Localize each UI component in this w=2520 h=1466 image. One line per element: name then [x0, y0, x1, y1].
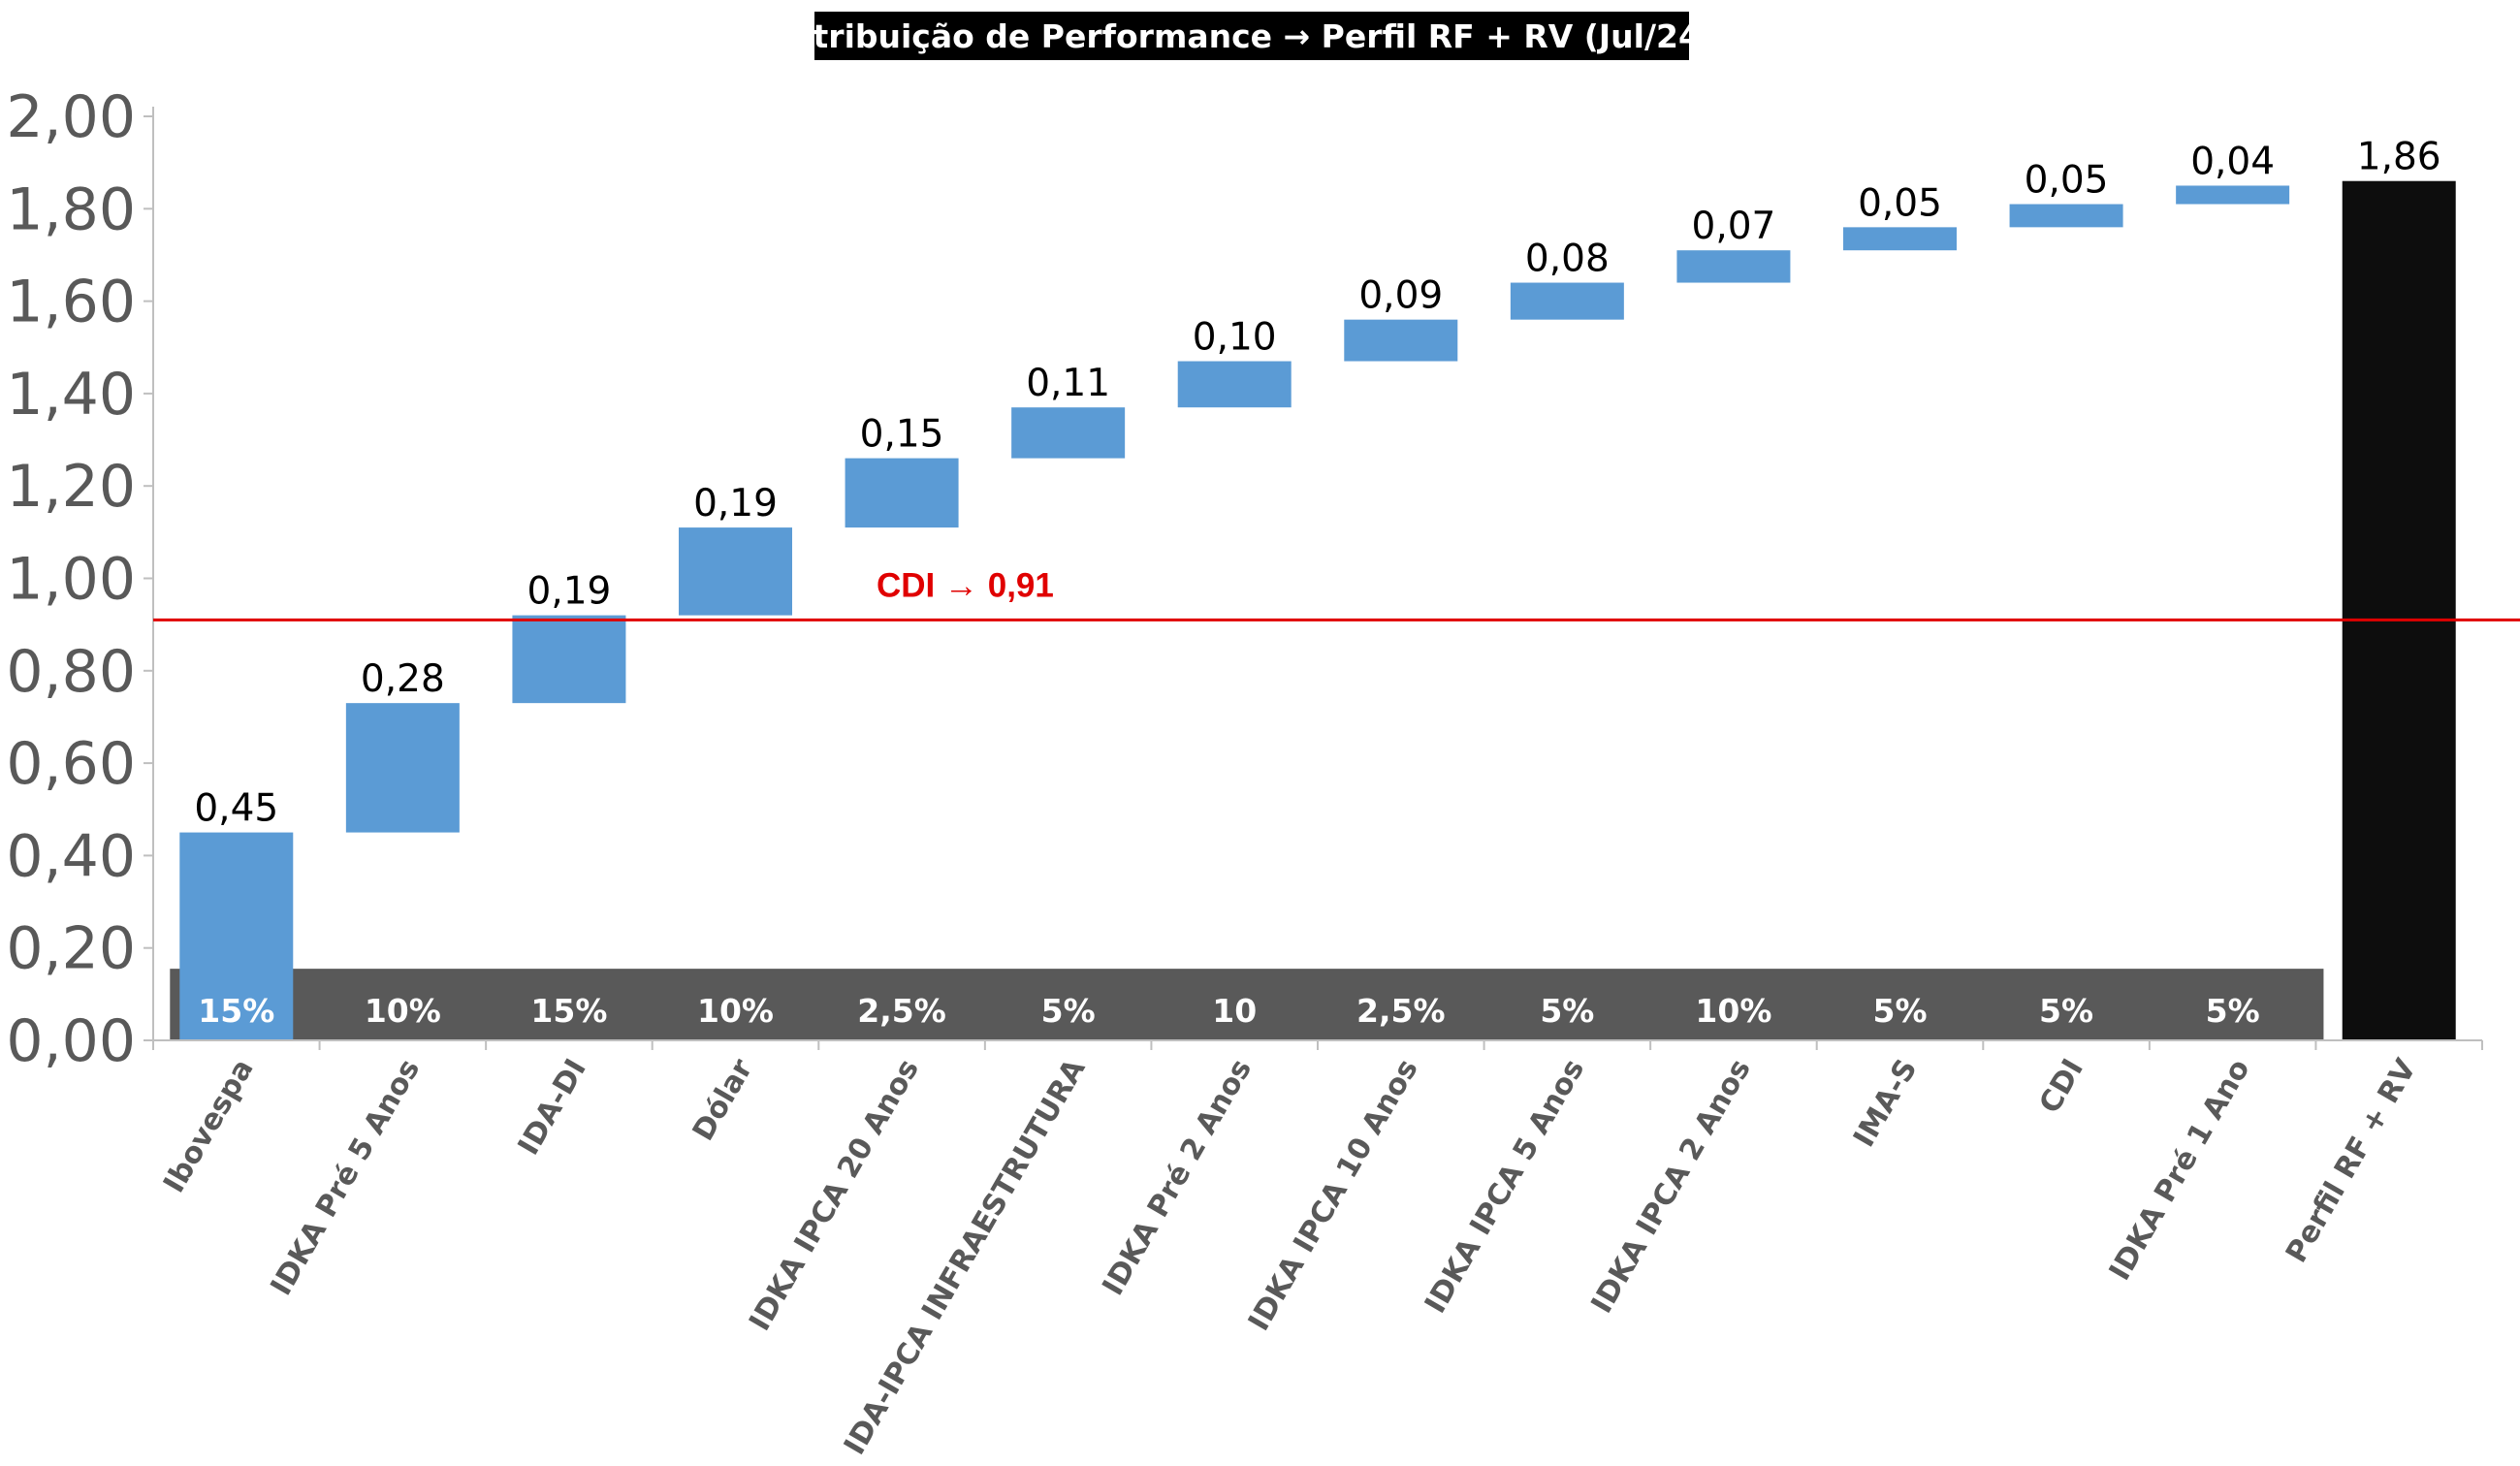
- x-tick-label: Perfil RF + RV: [2280, 1053, 2424, 1269]
- weight-labels: 15% 10% 15% 10% 2,5% 5% 10 2,5% 5% 10% 5% 5% 5%: [198, 992, 2259, 1030]
- increment-bar: [845, 458, 959, 528]
- y-tick-label: 1,40: [6, 361, 136, 429]
- x-tick-label: IDKA Pré 5 Anos: [265, 1054, 428, 1302]
- weight-label: 5%: [2039, 992, 2093, 1030]
- data-label: 0,09: [1358, 274, 1443, 318]
- y-tick-label: 1,00: [6, 546, 136, 614]
- cdi-reference-label: CDI → 0,91: [877, 566, 1054, 604]
- data-label: 0,05: [2025, 159, 2109, 203]
- total-bar: [2342, 180, 2456, 1040]
- data-label: 0,11: [1026, 362, 1110, 405]
- x-tick-label: IDA-DI: [512, 1054, 593, 1162]
- increment-bar: [345, 703, 460, 833]
- data-label: 0,45: [194, 787, 278, 831]
- x-tick-label: CDI: [2033, 1054, 2090, 1120]
- chart-title-group: Atribuição de Performance → Perfil RF + …: [788, 12, 1715, 60]
- x-tick-label: IDKA IPCA 2 Anos: [1584, 1054, 1757, 1320]
- data-label: 0,28: [361, 657, 445, 701]
- y-tick-label: 1,80: [6, 175, 136, 243]
- x-tick-label: IDKA Pré 1 Ano: [2103, 1054, 2257, 1287]
- increment-bar: [179, 832, 294, 1040]
- x-tick-label: IDKA IPCA 20 Anos: [743, 1054, 926, 1337]
- x-tick-label: Dólar: [686, 1053, 760, 1146]
- data-label: 0,07: [1692, 205, 1776, 248]
- x-tick-label: IDKA Pré 2 Anos: [1096, 1054, 1259, 1302]
- cdi-reference: CDI → 0,91: [153, 566, 2520, 621]
- chart-title-background: [814, 12, 1689, 60]
- data-labels: 0,45 0,28 0,19 0,19 0,15 0,11 0,10 0,09 0,08 0,07…: [194, 136, 2440, 831]
- bars: [179, 180, 2456, 1040]
- y-tick-label: 0,60: [6, 730, 136, 798]
- weight-label: 15%: [198, 992, 274, 1030]
- weight-label: 15%: [530, 992, 607, 1030]
- data-label: 0,15: [860, 413, 944, 457]
- weight-label: 2,5%: [857, 992, 946, 1030]
- weight-label: 5%: [2206, 992, 2260, 1030]
- x-tick-label: Ibovespa: [157, 1054, 261, 1199]
- increment-bar: [679, 527, 792, 616]
- x-tick-label: IMA-S: [1847, 1054, 1924, 1154]
- data-label: 0,04: [2190, 140, 2275, 183]
- data-label: 0,05: [1858, 181, 1942, 225]
- data-label: 0,10: [1193, 316, 1277, 360]
- y-axis: 0,00 0,20 0,40 0,60 0,80 1,00 1,20 1,40 1,60 1,80…: [6, 83, 154, 1075]
- increment-bar: [512, 615, 626, 704]
- y-tick-label: 2,00: [6, 83, 136, 151]
- increment-bar: [1510, 282, 1624, 320]
- chart-title: Atribuição de Performance → Perfil RF + …: [788, 17, 1715, 55]
- data-label: 0,19: [693, 482, 778, 526]
- weight-label: 10%: [365, 992, 441, 1030]
- increment-bar: [1011, 407, 1126, 459]
- weight-band: [170, 969, 2324, 1040]
- increment-bar: [2009, 204, 2123, 228]
- increment-bar: [1344, 319, 1458, 362]
- weight-label: 10%: [697, 992, 774, 1030]
- y-tick-label: 0,40: [6, 822, 136, 890]
- y-tick-label: 1,20: [6, 453, 136, 521]
- weight-label: 2,5%: [1356, 992, 1446, 1030]
- y-tick-label: 0,00: [6, 1007, 136, 1075]
- y-tick-label: 0,20: [6, 915, 136, 983]
- weight-label: 10: [1212, 992, 1257, 1030]
- weight-label: 5%: [1872, 992, 1927, 1030]
- data-label: 0,08: [1525, 238, 1610, 281]
- x-tick-label: IDKA IPCA 5 Anos: [1419, 1054, 1591, 1320]
- weight-label: 10%: [1695, 992, 1771, 1030]
- weight-label: 5%: [1540, 992, 1594, 1030]
- y-tick-label: 1,60: [6, 269, 136, 336]
- y-tick-label: 0,80: [6, 638, 136, 706]
- increment-bar: [2176, 185, 2290, 205]
- weight-label: 5%: [1041, 992, 1096, 1030]
- data-label: 0,19: [527, 570, 612, 614]
- increment-bar: [1843, 227, 1957, 251]
- x-tick-label: IDKA IPCA 10 Anos: [1242, 1054, 1425, 1337]
- increment-bar: [1676, 250, 1791, 283]
- data-label: 1,86: [2357, 136, 2441, 179]
- weight-band-rect: [170, 969, 2324, 1040]
- increment-bar: [1177, 361, 1292, 408]
